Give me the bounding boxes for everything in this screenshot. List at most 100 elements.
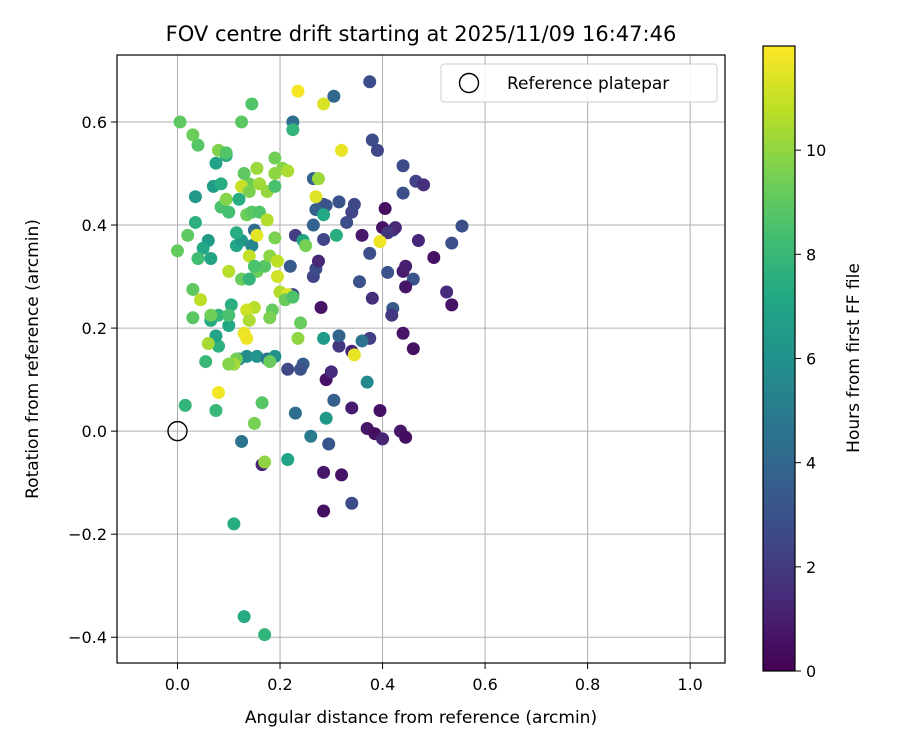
data-point	[345, 401, 359, 415]
colorbar-ticks: 0 2 4 6 8 10	[795, 141, 826, 681]
data-point	[417, 178, 431, 192]
reference-marker-layer	[167, 420, 188, 442]
data-point	[355, 228, 369, 242]
data-point	[240, 331, 254, 345]
data-point	[209, 404, 223, 418]
data-point	[258, 455, 272, 469]
data-point	[270, 270, 284, 284]
data-point	[242, 272, 256, 286]
data-point	[247, 416, 261, 430]
data-point	[194, 293, 208, 307]
data-point	[212, 385, 226, 399]
data-point	[291, 84, 305, 98]
data-point	[222, 357, 236, 371]
data-point	[406, 342, 420, 356]
colorbar-label: Hours from first FF file	[844, 263, 864, 453]
data-point	[314, 300, 328, 314]
data-point	[317, 331, 331, 345]
data-point	[258, 628, 272, 642]
data-point	[232, 192, 246, 206]
data-point	[399, 280, 413, 294]
y-tick-label: 0.4	[82, 216, 107, 235]
data-point	[399, 430, 413, 444]
data-point	[347, 348, 361, 362]
colorbar-tick-label: 4	[806, 454, 816, 473]
data-point	[201, 337, 215, 351]
data-point	[347, 197, 361, 211]
data-point	[235, 434, 249, 448]
data-point	[381, 226, 395, 240]
data-point	[268, 179, 282, 193]
colorbar-gradient	[763, 46, 795, 671]
data-point	[332, 339, 346, 353]
x-tick-label: 0.8	[575, 675, 600, 694]
chart-title: FOV centre drift starting at 2025/11/09 …	[166, 22, 677, 46]
data-point	[332, 195, 346, 209]
data-point	[370, 143, 384, 157]
data-point	[286, 290, 300, 304]
data-point	[209, 156, 223, 170]
data-point	[181, 228, 195, 242]
plot-frame	[116, 54, 726, 664]
data-point	[299, 239, 313, 253]
data-point	[219, 146, 233, 160]
data-point	[317, 504, 331, 518]
data-point	[222, 319, 236, 333]
data-point	[317, 465, 331, 479]
data-point	[365, 133, 379, 147]
data-point	[455, 219, 469, 233]
data-point	[186, 282, 200, 296]
reference-platepar-marker	[167, 420, 188, 442]
data-point	[396, 159, 410, 173]
legend-label: Reference platepar	[507, 74, 669, 94]
data-point	[263, 311, 277, 325]
colorbar-tick-label: 10	[806, 141, 826, 160]
data-point	[170, 244, 184, 258]
data-point	[445, 236, 459, 250]
legend: Reference platepar	[440, 63, 718, 103]
data-point	[191, 138, 205, 152]
data-point	[255, 396, 269, 410]
data-point	[317, 232, 331, 246]
data-point	[396, 326, 410, 340]
data-point	[186, 128, 200, 142]
data-point	[245, 239, 259, 253]
x-axis-ticks: 0.0 0.2 0.4 0.6 0.8 1.0	[165, 663, 703, 694]
data-point	[250, 349, 264, 363]
data-point	[294, 316, 308, 330]
data-point	[222, 308, 236, 322]
data-point	[376, 432, 390, 446]
data-point	[204, 252, 218, 266]
data-point	[242, 313, 256, 327]
data-point	[245, 97, 259, 111]
data-point	[281, 164, 295, 178]
data-point	[281, 452, 295, 466]
data-point	[212, 339, 226, 353]
data-point	[281, 362, 295, 376]
x-axis-label: Angular distance from reference (arcmin)	[245, 708, 597, 728]
data-point	[385, 308, 399, 322]
legend-box	[440, 63, 718, 103]
x-tick-label: 0.4	[370, 675, 395, 694]
data-point	[268, 167, 282, 181]
data-point	[396, 186, 410, 200]
y-tick-label: −0.2	[68, 525, 107, 544]
data-point	[294, 362, 308, 376]
data-point	[235, 115, 249, 129]
data-point	[319, 411, 333, 425]
data-point	[309, 190, 323, 204]
data-point	[365, 291, 379, 305]
data-point	[363, 75, 377, 89]
data-point	[283, 259, 297, 273]
data-point	[304, 429, 318, 443]
data-point	[324, 365, 338, 379]
y-tick-label: 0.2	[82, 319, 107, 338]
data-point	[224, 298, 238, 312]
data-point	[378, 202, 392, 216]
colorbar-tick-label: 8	[806, 245, 816, 264]
data-point	[445, 298, 459, 312]
data-point	[270, 254, 284, 268]
data-point	[286, 123, 300, 137]
data-point	[311, 172, 325, 186]
data-point	[260, 213, 274, 227]
